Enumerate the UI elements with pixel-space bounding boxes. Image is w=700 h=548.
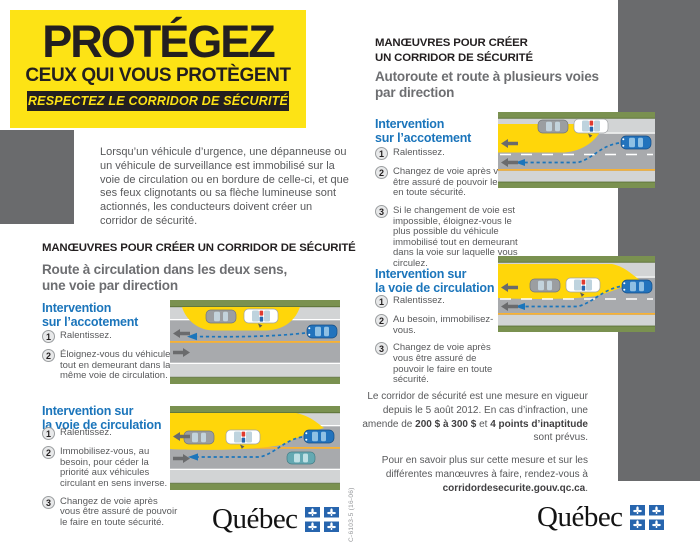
document-code: C-6103-5 (16-06) xyxy=(348,487,355,542)
stopped-car-icon xyxy=(537,119,569,134)
website-note: Pour en savoir plus sur cette mesure et … xyxy=(381,455,588,494)
step-number-badge: 1 xyxy=(375,147,388,160)
step-number-badge: 1 xyxy=(42,427,55,440)
step: 2 Éloignez-vous du véhicule, tout en dem… xyxy=(42,349,182,382)
step-number-badge: 1 xyxy=(375,295,388,308)
step-number-badge: 2 xyxy=(375,166,388,179)
step: 3 Changez de voie après vous être assuré… xyxy=(375,342,503,386)
step-number-badge: 3 xyxy=(375,342,388,356)
lane-change-path xyxy=(524,285,621,308)
approaching-car-icon xyxy=(303,429,335,444)
lane-change-path xyxy=(195,332,306,338)
step-number-badge: 2 xyxy=(375,314,388,327)
section-title-left: MANŒUVRES POUR CRÉER UN CORRIDOR DE SÉCU… xyxy=(42,242,356,254)
approaching-car-icon xyxy=(621,279,653,294)
step-number-badge: 2 xyxy=(42,446,55,459)
step: 3 Changez de voie après vous être assuré… xyxy=(42,495,180,529)
approaching-car-icon xyxy=(306,324,338,339)
intervention-title-shoulder-right: Intervention sur l’accotement xyxy=(375,117,472,145)
page-title-line2: CEUX QUI VOUS PROTÈGENT xyxy=(25,65,291,86)
step-number-badge: 1 xyxy=(42,330,55,343)
quebec-wordmark: Québec xyxy=(212,503,298,535)
lane-change-path xyxy=(197,436,303,458)
banner-slogan: RESPECTEZ LE CORRIDOR DE SÉCURITÉ xyxy=(27,91,289,111)
section-subtitle-right: Autoroute et route à plusieurs voies par… xyxy=(375,69,599,101)
intervention-title-lane-right: Intervention sur la voie de circulation xyxy=(375,267,495,295)
gray-accent-block-left xyxy=(0,130,74,224)
steps-list: 1 Ralentissez. 2 Changez de voie après v… xyxy=(375,147,519,270)
steps-list: 1 Ralentissez. 2 Au besoin, immobilisez-… xyxy=(375,295,503,386)
step: 2 Au besoin, immobilisez-vous. xyxy=(375,314,503,336)
step-number-badge: 3 xyxy=(42,495,55,509)
quebec-flag-icon xyxy=(305,507,339,532)
step: 1 Ralentissez. xyxy=(42,330,182,343)
step-number-badge: 3 xyxy=(375,204,388,218)
quebec-logo: Québec xyxy=(537,501,664,534)
step: 1 Ralentissez. xyxy=(42,427,180,440)
oncoming-car-icon xyxy=(286,451,316,465)
section-subtitle-left: Route à circulation dans les deux sens, … xyxy=(42,262,288,294)
website-url: corridordesecurite.gouv.qc.ca xyxy=(442,482,586,494)
stopped-car-icon xyxy=(529,278,561,293)
steps-list: 1 Ralentissez. 2 Éloignez-vous du véhicu… xyxy=(42,330,182,382)
road-diagram-two-way-shoulder xyxy=(170,300,340,384)
lane-change-path xyxy=(524,142,620,164)
road-diagram-two-way-lane xyxy=(170,406,340,490)
intervention-title-lane-left: Intervention sur la voie de circulation xyxy=(42,404,162,432)
fine-note: Le corridor de sécurité est une mesure e… xyxy=(362,391,588,444)
quebec-wordmark: Québec xyxy=(537,501,623,533)
stopped-car-icon xyxy=(205,309,237,324)
quebec-logo: Québec xyxy=(212,503,339,536)
road-diagram-highway-lane xyxy=(498,256,655,332)
masthead: PROTÉGEZ CEUX QUI VOUS PROTÈGENT RESPECT… xyxy=(10,10,306,128)
quebec-flag-icon xyxy=(630,505,664,530)
road-diagram-highway-shoulder xyxy=(498,112,655,188)
step: 3 Si le changement de voie est impossibl… xyxy=(375,204,519,270)
step: 1 Ralentissez. xyxy=(375,147,519,160)
legal-notes: Le corridor de sécurité est une mesure e… xyxy=(360,390,588,496)
intro-paragraph: Lorsqu’un véhicule d’urgence, une dépann… xyxy=(100,146,349,227)
approaching-car-icon xyxy=(620,135,652,150)
step-number-badge: 2 xyxy=(42,349,55,362)
step: 2 Immobilisez-vous, au besoin, pour céde… xyxy=(42,446,180,490)
section-title-right: MANŒUVRES POUR CRÉER UN CORRIDOR DE SÉCU… xyxy=(375,37,533,65)
intervention-title-shoulder-left: Intervention sur l’accotement xyxy=(42,301,139,329)
page-title-line1: PROTÉGEZ xyxy=(42,16,276,67)
step: 2 Changez de voie après vous être assuré… xyxy=(375,166,519,199)
steps-list: 1 Ralentissez. 2 Immobilisez-vous, au be… xyxy=(42,427,180,528)
step: 1 Ralentissez. xyxy=(375,295,503,308)
gray-accent-band-right xyxy=(618,0,700,481)
